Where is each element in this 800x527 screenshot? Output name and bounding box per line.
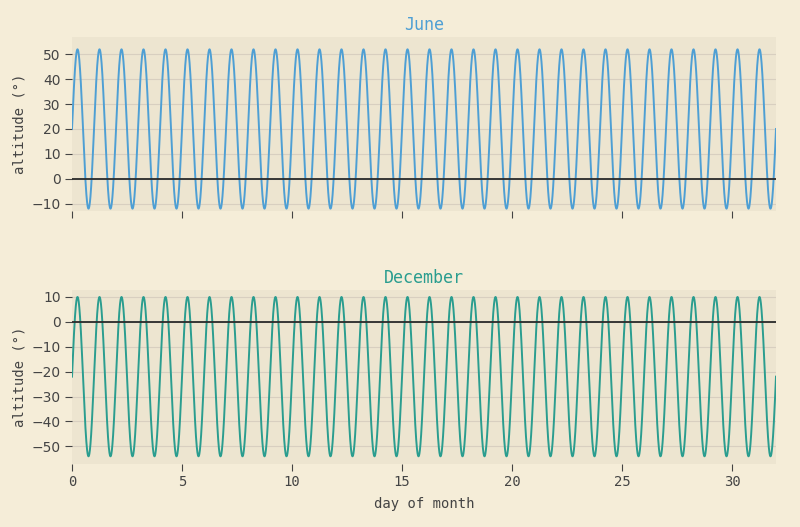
Y-axis label: altitude (°): altitude (°) (12, 326, 26, 427)
Y-axis label: altitude (°): altitude (°) (12, 74, 26, 174)
X-axis label: day of month: day of month (374, 497, 474, 511)
Title: June: June (404, 16, 444, 34)
Title: December: December (384, 269, 464, 287)
